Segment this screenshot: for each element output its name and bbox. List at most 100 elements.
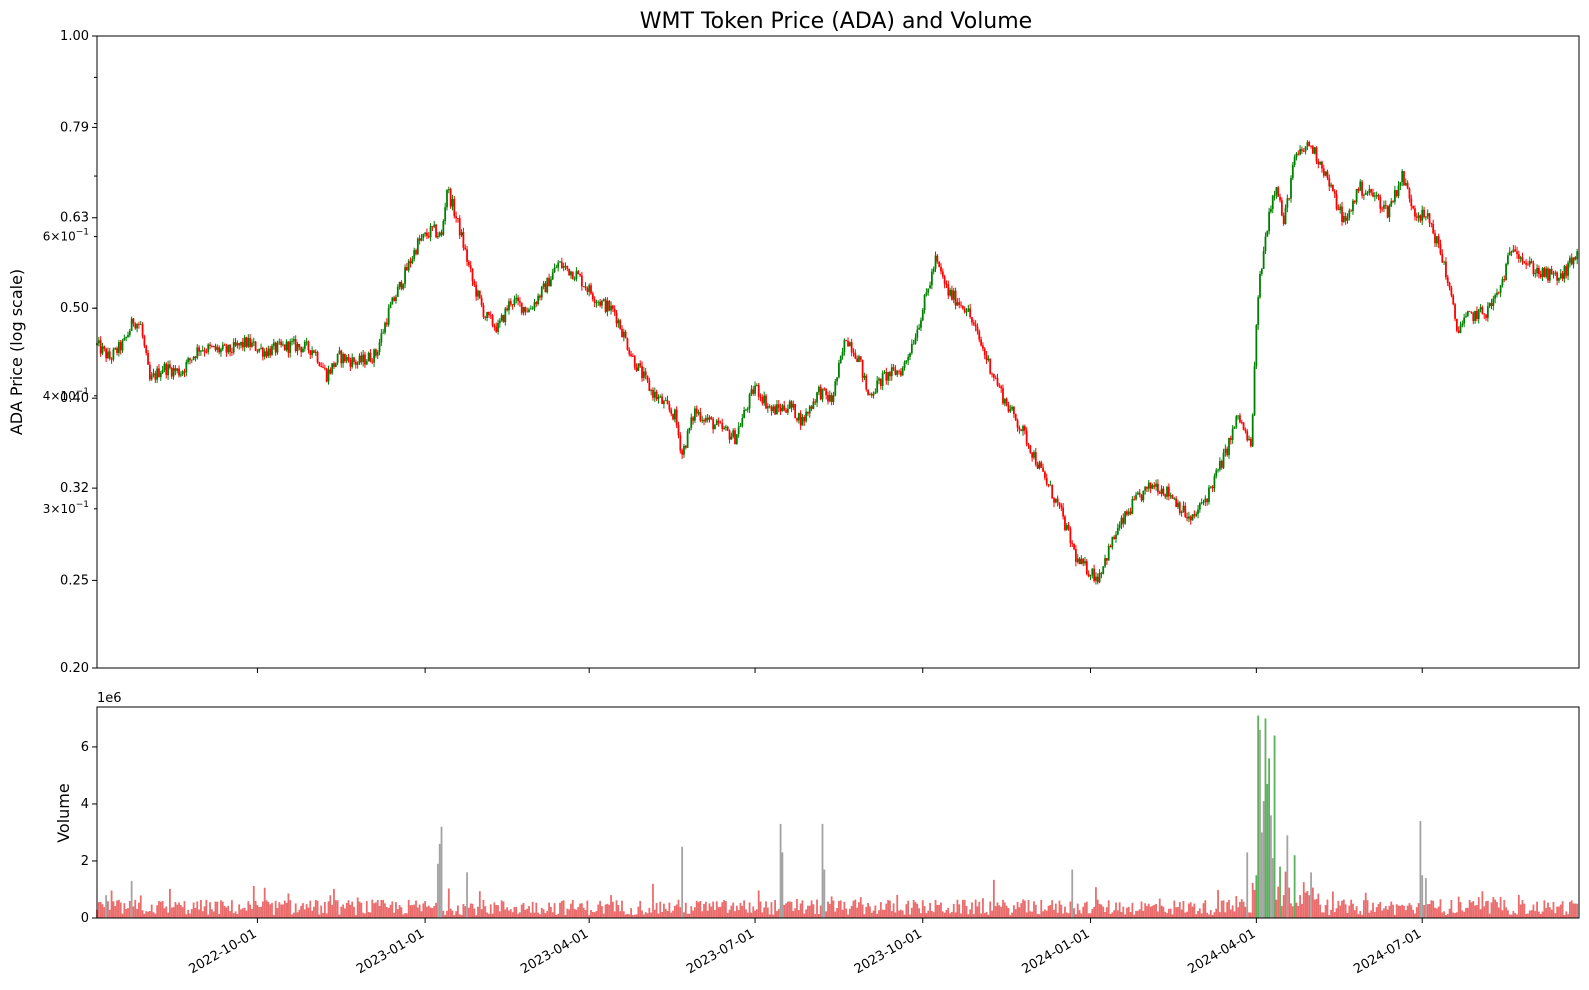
volume-bar (1383, 908, 1385, 918)
candle-body (236, 343, 239, 346)
candle-body (1067, 524, 1070, 529)
candle-body (641, 366, 643, 379)
candle-body (458, 218, 461, 236)
volume-bar (138, 902, 140, 918)
volume-bar (1463, 911, 1466, 918)
candle-body (963, 308, 966, 313)
candle-body (311, 350, 313, 355)
candle-body (1346, 217, 1349, 221)
candle-body (1556, 272, 1559, 281)
volume-bar (861, 904, 864, 918)
volume-bar (369, 912, 372, 918)
candle-body (1319, 161, 1322, 165)
candle-body (1111, 536, 1114, 548)
volume-bar (927, 910, 930, 918)
volume-bar (823, 869, 826, 918)
volume-bar (1403, 905, 1405, 918)
volume-bar (653, 909, 656, 918)
volume-bar (1282, 895, 1285, 918)
volume-bar (300, 905, 303, 918)
volume-bar (1576, 903, 1579, 918)
volume-bar (371, 899, 374, 918)
volume-bar (1082, 906, 1085, 918)
candle-body (542, 283, 545, 287)
candle-body (796, 418, 798, 421)
volume-bar (1319, 904, 1322, 918)
volume-bar (1375, 907, 1378, 918)
candle-body (172, 368, 175, 377)
volume-bar (657, 913, 660, 918)
volume-bar (1222, 900, 1225, 918)
volume-bar (433, 906, 436, 918)
candle-body (1479, 307, 1482, 310)
candle-body (1042, 467, 1044, 472)
volume-bar (712, 901, 715, 918)
candle-body (1576, 251, 1579, 260)
candle-body (577, 271, 580, 275)
candle-body (354, 361, 357, 365)
volume-bar (170, 907, 173, 918)
candle-body (704, 417, 707, 422)
volume-bar (668, 902, 671, 918)
candle-body (664, 400, 667, 401)
candle-body (209, 344, 211, 347)
candle-body (1080, 558, 1083, 565)
volume-bar (714, 910, 716, 918)
volume-bar (1322, 912, 1325, 918)
volume-bar (1568, 901, 1571, 918)
volume-bar (848, 908, 851, 918)
volume-bar (1437, 906, 1440, 918)
candle-body (1098, 573, 1101, 583)
candle-body (677, 425, 680, 436)
candle-body (402, 283, 405, 289)
volume-bar (847, 914, 849, 918)
candle-body (1149, 482, 1152, 489)
candle-body (498, 320, 501, 324)
volume-bar (759, 901, 762, 918)
volume-bar (1120, 911, 1123, 918)
candle-body (123, 337, 126, 341)
candle-body (936, 255, 939, 262)
volume-bar (241, 908, 244, 918)
candle-body (1288, 198, 1291, 200)
candle-body (467, 261, 470, 266)
volume-bar (666, 910, 669, 918)
candle-body (998, 385, 1001, 387)
candle-body (776, 404, 778, 415)
volume-bar (159, 901, 162, 918)
volume-bar (1239, 901, 1241, 918)
volume-bar (1045, 910, 1048, 918)
volume-bar (1543, 900, 1546, 918)
candle-body (247, 337, 250, 347)
volume-bar (367, 911, 370, 918)
volume-bar (477, 906, 479, 918)
volume-bar (1530, 910, 1533, 918)
volume-bar (1508, 914, 1511, 918)
volume-bar (298, 909, 301, 918)
candle-body (653, 391, 656, 398)
volume-bar (185, 914, 188, 918)
volume-bar (466, 872, 468, 918)
volume-bar (136, 908, 139, 918)
volume-bar (1025, 912, 1028, 918)
volume-bar (632, 915, 634, 918)
volume-bar (1432, 900, 1435, 918)
volume-bar (261, 901, 264, 918)
candle-body (1342, 216, 1345, 223)
candle-body (349, 360, 352, 367)
volume-bar (1127, 906, 1130, 918)
candle-body (553, 267, 556, 273)
candle-body (1523, 261, 1526, 264)
volume-bar (1379, 901, 1382, 918)
volume-bar (562, 900, 565, 918)
candle-body (1007, 405, 1010, 412)
volume-bar (661, 912, 663, 918)
volume-bar (1102, 906, 1105, 918)
volume-bar (402, 914, 405, 918)
volume-bar (825, 911, 828, 918)
volume-bar (123, 903, 126, 918)
candle-body (1552, 273, 1555, 275)
candle-body (701, 420, 704, 421)
candle-body (334, 362, 337, 367)
volume-bar (508, 910, 510, 918)
